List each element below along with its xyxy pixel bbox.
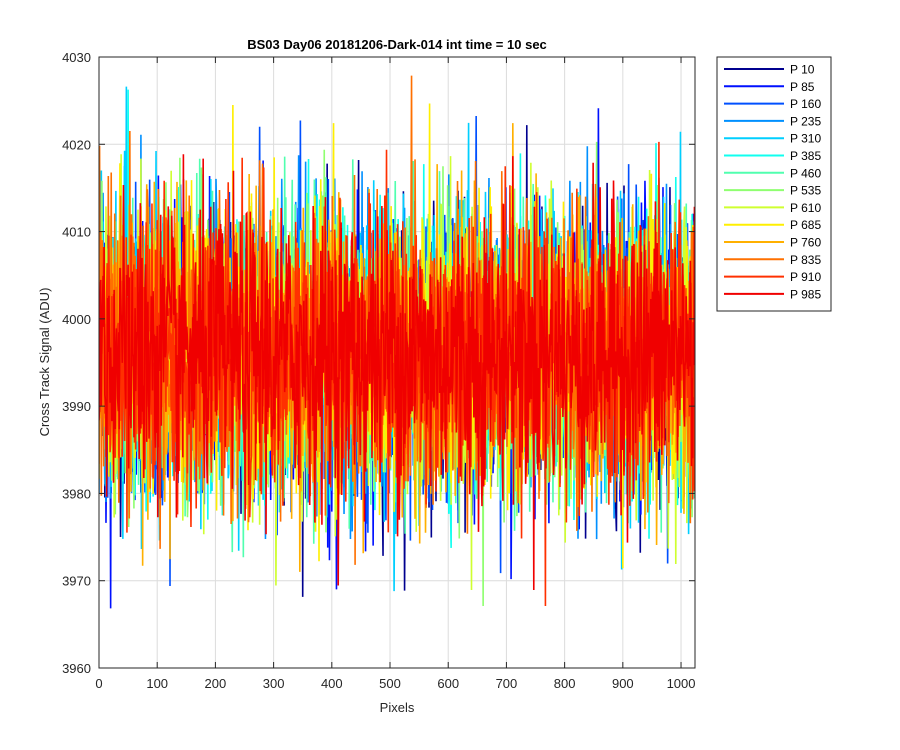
plot-area: 0 100 200 300 400 500 600 700 800 900 1000 3960 3970…	[62, 50, 696, 691]
legend-label: P 460	[790, 166, 821, 180]
legend-label: P 535	[790, 184, 821, 198]
y-tick-label: 3960	[62, 661, 91, 676]
x-tick-label: 700	[496, 676, 518, 691]
y-tick-label: 3990	[62, 399, 91, 414]
y-tick-label: 4030	[62, 50, 91, 65]
x-tick-label: 900	[612, 676, 634, 691]
legend: P 10 P 85 P 160 P 235 P 310 P 385 P 460 P 535 P …	[716, 56, 832, 312]
legend-label: P 10	[790, 63, 815, 77]
x-tick-label: 0	[95, 676, 102, 691]
legend-label: P 160	[790, 97, 821, 111]
legend-label: P 385	[790, 149, 821, 163]
x-tick-label: 600	[437, 676, 459, 691]
legend-label: P 910	[790, 270, 821, 284]
legend-label: P 85	[790, 80, 815, 94]
x-tick-label: 800	[554, 676, 576, 691]
x-tick-label: 100	[146, 676, 168, 691]
x-tick-label: 300	[263, 676, 285, 691]
legend-label: P 985	[790, 287, 821, 301]
legend-label: P 685	[790, 218, 821, 232]
axes-box	[98, 56, 696, 669]
legend-label: P 235	[790, 114, 821, 128]
y-tick-label: 3980	[62, 486, 91, 501]
x-tick-label: 500	[379, 676, 401, 691]
y-tick-label: 4020	[62, 137, 91, 152]
chart-title: BS03 Day06 20181206-Dark-014 int time = …	[247, 37, 547, 52]
legend-box	[716, 56, 832, 312]
y-axis-label: Cross Track Signal (ADU)	[37, 288, 52, 437]
series-group	[99, 75, 695, 609]
tick-labels: 0 100 200 300 400 500 600 700 800 900 1000 3960 3970…	[62, 50, 695, 691]
y-tick-label: 4000	[62, 312, 91, 327]
legend-label: P 760	[790, 236, 821, 250]
x-tick-label: 1000	[667, 676, 696, 691]
legend-items: P 10 P 85 P 160 P 235 P 310 P 385 P 460 P 535 P …	[724, 63, 821, 301]
x-tick-label: 200	[205, 676, 227, 691]
x-axis-label: Pixels	[380, 700, 415, 715]
series-line-p985	[99, 154, 695, 590]
legend-label: P 310	[790, 132, 821, 146]
tick-marks	[98, 56, 695, 669]
x-tick-label: 400	[321, 676, 343, 691]
legend-label: P 835	[790, 253, 821, 267]
legend-label: P 610	[790, 201, 821, 215]
y-tick-label: 4010	[62, 225, 91, 240]
y-tick-label: 3970	[62, 574, 91, 589]
